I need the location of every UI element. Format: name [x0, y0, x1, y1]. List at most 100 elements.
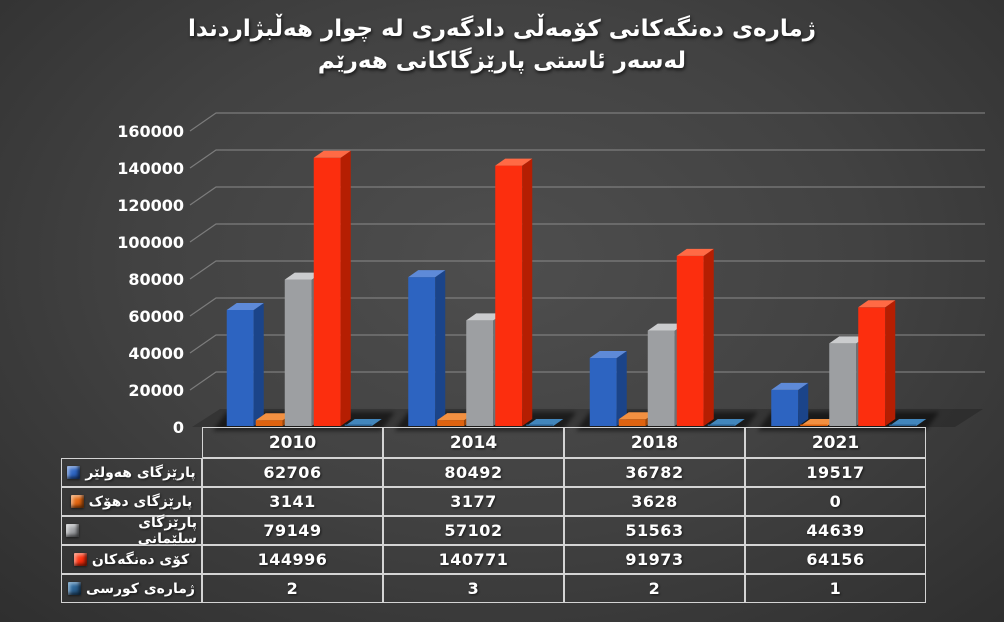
series-label-cell: پارێزگای سلێمانی	[61, 514, 202, 547]
year-header-cell: 2014	[383, 427, 564, 458]
value-cell: 2	[564, 574, 745, 603]
value-cell: 140771	[383, 545, 564, 574]
value-cell: 3177	[383, 487, 564, 516]
legend-marker-icon	[70, 495, 84, 508]
bar-s2-2018-top	[618, 412, 656, 420]
bar-s2-2010-top	[255, 413, 293, 421]
bar-s5-2010	[344, 424, 372, 426]
value-cell: 3	[383, 574, 564, 603]
bar-s5-2014	[526, 424, 554, 426]
series-label-cell: کۆی دەنگەکان	[61, 545, 202, 574]
value-cell: 62706	[202, 458, 383, 487]
bar-s5-2018	[707, 424, 735, 426]
bar-s4-2014-side	[522, 158, 533, 426]
chart-title-line1: ژمارەی دەنگەکانی کۆمەڵی دادگەری لە چوار …	[187, 16, 816, 42]
value-cell: 3628	[564, 487, 745, 516]
table-corner-spacer	[61, 427, 202, 458]
bar-s4-2021	[858, 307, 886, 426]
y-axis-tick-label: 0	[173, 418, 184, 437]
bar-s1-2018-top	[589, 350, 627, 358]
y-axis-tick-label: 100000	[117, 233, 184, 252]
y-axis-tick-label: 160000	[117, 122, 184, 141]
value-cell: 57102	[383, 516, 564, 545]
bar-s4-2010	[313, 157, 341, 427]
bar-s4-2014	[495, 165, 523, 426]
value-cell: 36782	[564, 458, 745, 487]
bar-s4-2018-side	[703, 248, 714, 426]
value-cell: 64156	[745, 545, 926, 574]
value-cell: 3141	[202, 487, 383, 516]
bar-s3-2010-top	[284, 272, 322, 280]
value-cell: 79149	[202, 516, 383, 545]
bar-s4-2021-top	[858, 300, 896, 308]
y-axis-tick-label: 40000	[128, 344, 184, 363]
legend-marker-icon	[66, 524, 79, 537]
bar-s4-2010-top	[313, 150, 351, 158]
bar-s1-2014-side	[435, 270, 446, 426]
chart-title: ژمارەی دەنگەکانی کۆمەڵی دادگەری لە چوار …	[0, 13, 1004, 77]
y-axis-tick-label: 60000	[128, 307, 184, 326]
bar-s1-2014	[408, 277, 436, 426]
bar-s3-2021-top	[829, 336, 867, 344]
bar-s5-2018-top	[707, 419, 745, 426]
y-axis-tick-label: 140000	[117, 159, 184, 178]
series-label: ژمارەی کورسی	[86, 580, 195, 597]
bar-s1-2021	[771, 389, 799, 426]
bar-s4-2010-side	[340, 150, 351, 427]
gridline	[189, 149, 985, 169]
bar-s3-2021	[829, 343, 857, 426]
bar-s2-2021	[800, 424, 828, 426]
gridline	[189, 186, 985, 206]
legend-marker-icon	[68, 582, 82, 595]
bar-s4-2018-top	[676, 248, 714, 256]
legend-marker-icon	[67, 466, 81, 479]
value-cell: 80492	[383, 458, 564, 487]
bar-s1-2021-side	[798, 382, 809, 426]
bar-s3-2014-top	[466, 313, 504, 321]
bar-s3-2010	[284, 279, 312, 426]
chart-title-line2: لەسەر ئاستی پارێزگاکانی هەرێم	[317, 48, 687, 74]
bar-s1-2010-top	[226, 302, 264, 310]
gridline	[189, 260, 985, 280]
gridline	[189, 223, 985, 243]
gridline	[189, 334, 985, 354]
bar-s3-2018-top	[647, 323, 685, 331]
bar-s2-2010	[255, 420, 283, 426]
bar-s3-2018	[647, 330, 675, 426]
bar-s2-2021-top	[800, 419, 838, 426]
year-header-cell: 2018	[564, 427, 745, 458]
series-label-cell: پارێزگای دهۆک	[61, 487, 202, 516]
bar-s4-2021-side	[885, 300, 896, 426]
bar-s5-2014-top	[526, 419, 564, 426]
bar-s1-2018	[589, 357, 617, 426]
y-axis-tick-label: 80000	[128, 270, 184, 289]
data-table: 2010 2014 2018 2021 پارێزگای هەولێر 62706 8049…	[61, 427, 926, 603]
bar-s2-2014	[437, 420, 465, 426]
value-cell: 1	[745, 574, 926, 603]
series-label: پارێزگای دهۆک	[88, 493, 193, 510]
value-cell: 44639	[745, 516, 926, 545]
year-header-cell: 2010	[202, 427, 383, 458]
bar-s5-2021-top	[889, 419, 927, 426]
series-label-cell: ژمارەی کورسی	[61, 574, 202, 603]
gridline	[189, 112, 985, 132]
bar-s4-2018	[676, 255, 704, 426]
year-header-cell: 2021	[745, 427, 926, 458]
value-cell: 0	[745, 487, 926, 516]
bar-s1-2010	[226, 309, 254, 426]
bar-s2-2018	[618, 419, 646, 426]
series-label: کۆی دەنگەکان	[91, 551, 190, 568]
bar-s5-2010-top	[344, 419, 382, 426]
gridline	[189, 297, 985, 317]
legend-marker-icon	[73, 553, 87, 566]
series-label-cell: پارێزگای هەولێر	[61, 458, 202, 487]
series-label: پارێزگای سلێمانی	[137, 514, 197, 547]
y-axis-tick-label: 20000	[128, 381, 184, 400]
value-cell: 51563	[564, 516, 745, 545]
bar-s1-2010-side	[253, 302, 264, 426]
value-cell: 91973	[564, 545, 745, 574]
bar-s1-2021-top	[771, 382, 809, 390]
value-cell: 2	[202, 574, 383, 603]
